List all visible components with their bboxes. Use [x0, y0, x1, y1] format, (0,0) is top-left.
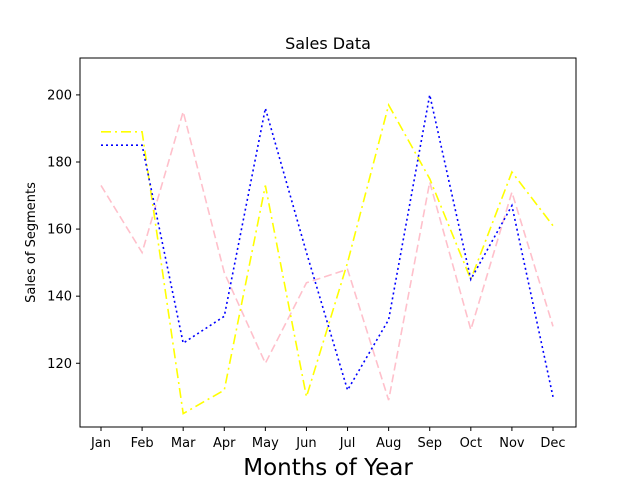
- plot-frame: [79, 57, 577, 428]
- x-tick-label: Mar: [171, 436, 196, 451]
- y-tick-label: 160: [47, 223, 72, 238]
- x-tick-label: Jul: [339, 436, 356, 451]
- x-tick-label: May: [252, 436, 279, 451]
- plot-area: [80, 58, 576, 427]
- chart-title: Sales Data: [285, 34, 371, 53]
- series-line-2: [101, 102, 554, 415]
- series-line-3: [101, 94, 554, 397]
- y-tick-label: 200: [47, 88, 72, 103]
- x-tick-label: Dec: [540, 436, 565, 451]
- x-tick-label: Jan: [90, 436, 111, 451]
- x-axis-label: Months of Year: [243, 455, 413, 480]
- x-tick-label: Apr: [213, 436, 236, 451]
- x-tick-label: Sep: [417, 436, 442, 451]
- y-tick-label: 180: [47, 155, 72, 170]
- y-axis-label: Sales of Segments: [24, 182, 39, 303]
- y-axis: 120 140 160 180 200: [47, 88, 80, 372]
- series-line-1: [100, 108, 554, 401]
- x-tick-label: Aug: [376, 436, 401, 451]
- y-tick-label: 120: [47, 357, 72, 372]
- y-tick-label: 140: [47, 290, 72, 305]
- x-tick-label: Feb: [131, 436, 154, 451]
- series-layer: [100, 94, 554, 415]
- x-tick-label: Jun: [295, 436, 316, 451]
- x-axis: Jan Feb Mar Apr May Jun Jul Aug Sep Oct Nov Dec: [90, 427, 566, 451]
- x-tick-label: Oct: [460, 436, 482, 451]
- x-tick-label: Nov: [499, 436, 525, 451]
